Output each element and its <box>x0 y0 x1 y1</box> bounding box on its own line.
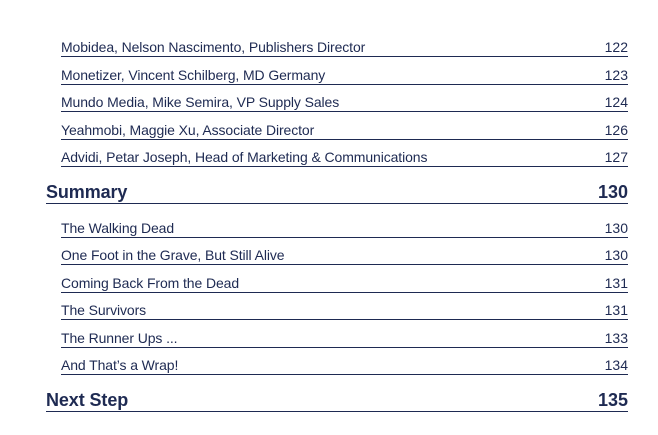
toc-entry-page: 124 <box>604 94 628 110</box>
toc-entry-title: Mobidea, Nelson Nascimento, Publishers D… <box>61 39 366 55</box>
toc-entry-page: 130 <box>604 247 628 263</box>
toc-entry-one-foot[interactable]: One Foot in the Grave, But Still Alive 1… <box>61 245 628 265</box>
toc-entry-title: One Foot in the Grave, But Still Alive <box>61 247 285 263</box>
toc-section-title: Summary <box>46 182 128 202</box>
toc-entry-survivors[interactable]: The Survivors 131 <box>61 300 628 320</box>
toc-entry-advidi[interactable]: Advidi, Petar Joseph, Head of Marketing … <box>61 147 628 167</box>
toc-section-next-step[interactable]: Next Step 135 <box>46 386 628 412</box>
toc-entry-title: The Runner Ups ... <box>61 330 178 346</box>
toc-entry-page: 131 <box>604 302 628 318</box>
toc-entry-title: And That’s a Wrap! <box>61 357 179 373</box>
toc-entry-title: The Walking Dead <box>61 220 175 236</box>
toc-entry-title: The Survivors <box>61 302 147 318</box>
toc-entry-mobidea[interactable]: Mobidea, Nelson Nascimento, Publishers D… <box>61 37 628 57</box>
toc-entry-page: 130 <box>604 220 628 236</box>
toc-entry-page: 131 <box>604 275 628 291</box>
toc-entry-page: 127 <box>604 149 628 165</box>
toc-section-page: 130 <box>597 182 628 202</box>
toc-entry-mundo-media[interactable]: Mundo Media, Mike Semira, VP Supply Sale… <box>61 92 628 112</box>
toc-section-page: 135 <box>597 390 628 410</box>
toc-entry-title: Coming Back From the Dead <box>61 275 240 291</box>
toc-entry-wrap[interactable]: And That’s a Wrap! 134 <box>61 355 628 375</box>
toc-entry-runner-ups[interactable]: The Runner Ups ... 133 <box>61 328 628 348</box>
toc-entry-title: Mundo Media, Mike Semira, VP Supply Sale… <box>61 94 340 110</box>
toc-entry-coming-back[interactable]: Coming Back From the Dead 131 <box>61 273 628 293</box>
toc-entry-page: 123 <box>604 67 628 83</box>
toc-entry-title: Monetizer, Vincent Schilberg, MD Germany <box>61 67 326 83</box>
toc-entry-monetizer[interactable]: Monetizer, Vincent Schilberg, MD Germany… <box>61 65 628 85</box>
toc-entry-title: Advidi, Petar Joseph, Head of Marketing … <box>61 149 428 165</box>
toc-entry-walking-dead[interactable]: The Walking Dead 130 <box>61 218 628 238</box>
toc-entry-yeahmobi[interactable]: Yeahmobi, Maggie Xu, Associate Director … <box>61 120 628 140</box>
toc-entry-page: 134 <box>604 357 628 373</box>
toc-section-summary[interactable]: Summary 130 <box>46 178 628 204</box>
toc-section-title: Next Step <box>46 390 129 410</box>
toc-entry-page: 133 <box>604 330 628 346</box>
toc-entry-title: Yeahmobi, Maggie Xu, Associate Director <box>61 122 315 138</box>
toc-entry-page: 126 <box>604 122 628 138</box>
toc-entry-page: 122 <box>604 39 628 55</box>
